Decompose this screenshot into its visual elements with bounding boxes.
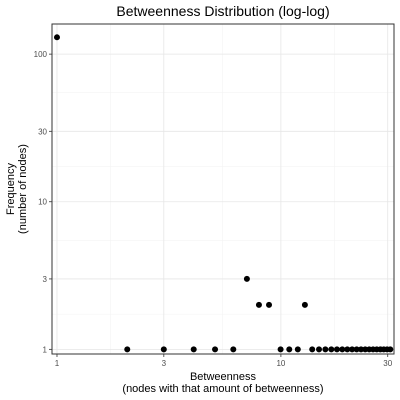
data-point [309, 346, 316, 353]
y-tick-label: 3 [43, 275, 48, 284]
data-point [266, 301, 273, 308]
data-point [294, 346, 301, 353]
data-point [339, 346, 346, 353]
data-point [316, 346, 323, 353]
x-axis-subtitle: (nodes with that amount of betweenness) [122, 383, 323, 395]
data-point [301, 301, 308, 308]
data-point [190, 346, 197, 353]
data-point [344, 346, 351, 353]
data-point [328, 346, 335, 353]
y-axis-subtitle: (number of nodes) [17, 144, 29, 234]
x-tick-label: 3 [162, 359, 167, 368]
data-point [53, 34, 60, 41]
data-point [286, 346, 293, 353]
data-point [387, 346, 394, 353]
data-point [212, 346, 219, 353]
y-axis-title: Frequency [5, 163, 17, 215]
data-point [333, 346, 340, 353]
data-point [160, 346, 167, 353]
data-point [124, 346, 131, 353]
x-tick-label: 30 [383, 359, 392, 368]
x-axis: 1 3 10 30 [55, 354, 393, 368]
y-tick-label: 30 [38, 127, 47, 136]
data-point [349, 346, 356, 353]
data-point [277, 346, 284, 353]
x-tick-label: 1 [55, 359, 60, 368]
minor-gridlines [52, 24, 394, 354]
data-point [243, 275, 250, 282]
data-point [230, 346, 237, 353]
x-axis-title: Betweenness [190, 371, 257, 383]
y-axis: 1 3 10 30 100 [34, 50, 52, 354]
data-point [358, 346, 365, 353]
y-tick-label: 1 [43, 345, 48, 354]
y-tick-label: 100 [34, 50, 48, 59]
data-point [255, 301, 262, 308]
plot-panel [51, 23, 395, 355]
y-tick-label: 10 [38, 198, 47, 207]
major-gridlines [52, 24, 394, 354]
chart-title: Betweenness Distribution (log-log) [116, 3, 329, 19]
data-point [353, 346, 360, 353]
data-point [322, 346, 329, 353]
data-points [53, 34, 394, 353]
x-tick-label: 10 [276, 359, 285, 368]
